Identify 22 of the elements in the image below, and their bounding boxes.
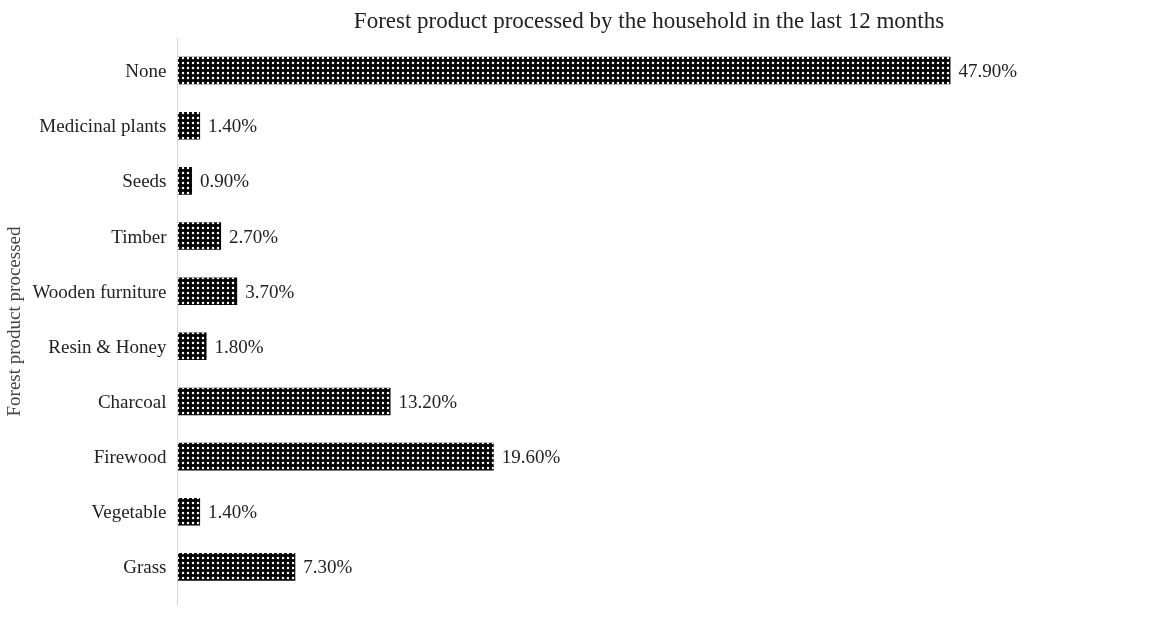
data-label: 47.90% [958,60,1018,82]
y-tick-label: Seeds [122,170,167,192]
y-tick-label: Vegetable [91,501,167,523]
data-label: 3.70% [245,280,295,302]
data-label: 7.30% [303,556,353,578]
chart-title: Forest product processed by the household in the last 12 months [353,7,945,33]
y-axis-title: Forest product processed [3,226,25,417]
data-label: 1.80% [214,335,264,357]
y-tick-label: Resin & Honey [48,335,167,357]
data-label: 2.70% [229,225,279,247]
y-tick-label: Grass [123,556,167,578]
data-label: 19.60% [501,446,561,468]
y-tick-label: Timber [111,225,168,247]
y-tick-label: None [125,60,167,82]
y-tick-label: Medicinal plants [39,115,167,137]
data-label: 13.20% [398,390,458,412]
y-tick-label: Charcoal [97,390,167,412]
data-label: 0.90% [200,170,250,192]
y-tick-label: Firewood [93,446,167,468]
data-label: 1.40% [208,501,258,523]
data-label: 1.40% [208,115,258,137]
y-tick-label: Wooden furniture [32,280,167,302]
